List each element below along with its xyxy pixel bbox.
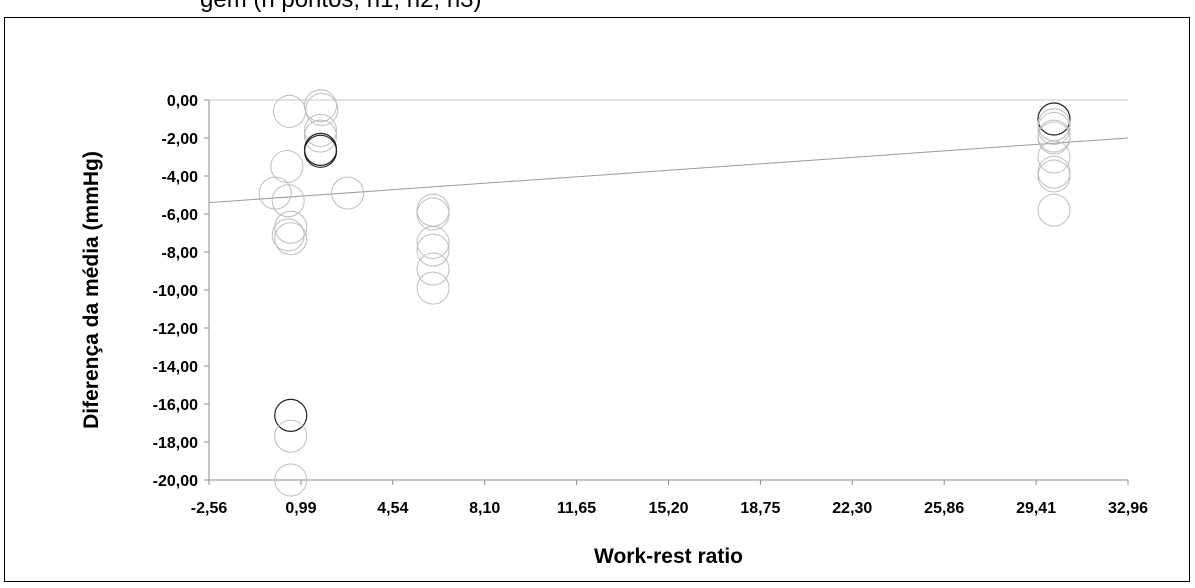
data-point [303,132,338,166]
data-point [270,150,304,183]
axes [204,99,1129,485]
data-point [416,226,450,259]
trendline-layer [208,137,1129,204]
x-tick-label: 4,54 [377,500,408,517]
data-point [271,218,305,252]
data-point [1037,159,1071,193]
data-point [1037,193,1071,227]
y-tick-label: -4,00 [162,169,199,186]
data-point [416,271,450,305]
x-tick-label: 22,30 [832,500,872,517]
y-axis-title: Diferença da média (mmHg) [80,151,103,429]
points-layer [258,89,1071,497]
y-tick-label: -20,00 [153,473,198,490]
data-point [274,463,308,497]
data-point [304,119,338,153]
y-tick-label: -10,00 [153,283,198,300]
x-tick-label: 0,99 [285,500,316,517]
data-point [1037,112,1071,145]
x-tick-label: 8,10 [469,500,500,517]
data-point [304,113,338,147]
data-point [331,176,365,210]
x-tick-label: 25,86 [924,500,964,517]
x-axis-title: Work-rest ratio [594,545,743,568]
y-tick-label: -14,00 [153,359,198,376]
data-point [416,197,450,231]
x-tick-label: 32,96 [1108,500,1148,517]
tick-labels: 0,00 -2,00 -4,00 -6,00 -8,00 -10,00 -12,00 -14,… [153,93,1148,517]
data-point [271,184,305,218]
data-point [274,210,308,244]
trendline [208,137,1129,204]
y-tick-label: 0,00 [167,93,198,110]
data-point [1037,155,1071,189]
top-caption: gem (n pontos, n1, n2, n3) [0,0,1195,18]
data-point [1037,102,1071,136]
data-point [274,398,308,432]
x-tick-label: 18,75 [740,500,780,517]
data-point [304,89,338,123]
data-point [258,176,292,210]
y-tick-label: -12,00 [153,321,198,338]
y-tick-label: -18,00 [153,435,198,452]
y-tick-label: -6,00 [162,207,199,224]
caption-fragment: gem (n pontos, n1, n2, n3) [200,0,482,14]
data-point [416,193,450,227]
data-point [305,93,339,126]
x-tick-label: 11,65 [557,500,596,517]
x-tick-label: -2,56 [191,500,228,517]
x-tick-label: 15,20 [648,500,688,517]
x-tick-label: 29,41 [1016,500,1056,517]
data-point [303,134,338,168]
data-point [274,222,308,256]
chart-frame [4,17,1190,582]
y-tick-label: -8,00 [162,245,199,262]
data-point [416,252,450,286]
y-tick-label: -16,00 [153,397,198,414]
data-point [1037,121,1071,155]
data-point [1037,140,1071,174]
data-point [416,233,450,267]
y-tick-label: -2,00 [162,131,199,148]
data-point [274,419,308,453]
